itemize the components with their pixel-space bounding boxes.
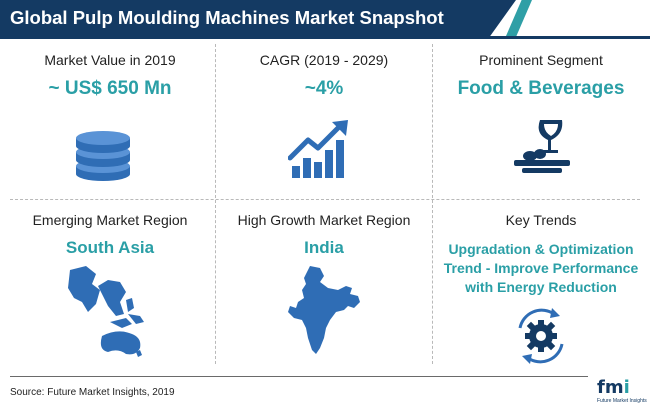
market-value-value: ~ US$ 650 Mn (48, 78, 172, 99)
prominent-segment-label: Prominent Segment (479, 52, 603, 68)
south-asia-map-icon (68, 266, 144, 357)
market-value-cell: Market Value in 2019 ~ US$ 650 Mn (10, 52, 210, 100)
divider-vertical-2 (432, 44, 433, 364)
market-value-label: Market Value in 2019 (44, 52, 176, 68)
emerging-region-label: Emerging Market Region (32, 212, 188, 228)
cagr-cell: CAGR (2019 - 2029) ~4% (222, 52, 426, 100)
database-stack-icon (76, 131, 130, 181)
key-trends-label: Key Trends (505, 212, 577, 228)
key-trends-line-2: Trend - Improve Performance (443, 260, 639, 276)
fmi-logo: fmi Future Market Insights (597, 377, 647, 407)
wine-glass-food-plate-icon (514, 120, 570, 173)
high-growth-region-value: India (304, 238, 344, 257)
india-map-icon (288, 266, 360, 354)
emerging-region-cell: Emerging Market Region South Asia (10, 212, 210, 258)
emerging-region-value: South Asia (65, 238, 155, 257)
key-trends-line-3: with Energy Reduction (465, 279, 617, 295)
gear-cycle-icon (518, 308, 564, 364)
high-growth-region-label: High Growth Market Region (237, 212, 411, 228)
key-trends-line-1: Upgradation & Optimization (448, 241, 634, 257)
cagr-label: CAGR (2019 - 2029) (259, 52, 389, 68)
prominent-segment-cell: Prominent Segment Food & Beverages (437, 52, 645, 100)
fmi-logo-subtitle: Future Market Insights (597, 398, 647, 404)
source-note: Source: Future Market Insights, 2019 (10, 387, 175, 398)
title-banner (0, 0, 516, 36)
divider-horizontal (10, 199, 640, 200)
title-underline (0, 36, 650, 39)
prominent-segment-value: Food & Beverages (457, 78, 625, 99)
page-title: Global Pulp Moulding Machines Market Sna… (10, 7, 444, 28)
high-growth-region-cell: High Growth Market Region India (222, 212, 426, 258)
key-trends-cell: Key Trends Upgradation & Optimization Tr… (437, 212, 645, 297)
cagr-value: ~4% (304, 78, 344, 99)
fmi-logo-mark: fmi (597, 377, 630, 398)
source-divider (10, 376, 588, 377)
growth-bar-chart-icon (288, 120, 348, 178)
key-trends-text: Upgradation & Optimization Trend - Impro… (437, 240, 645, 297)
divider-vertical-1 (215, 44, 216, 364)
